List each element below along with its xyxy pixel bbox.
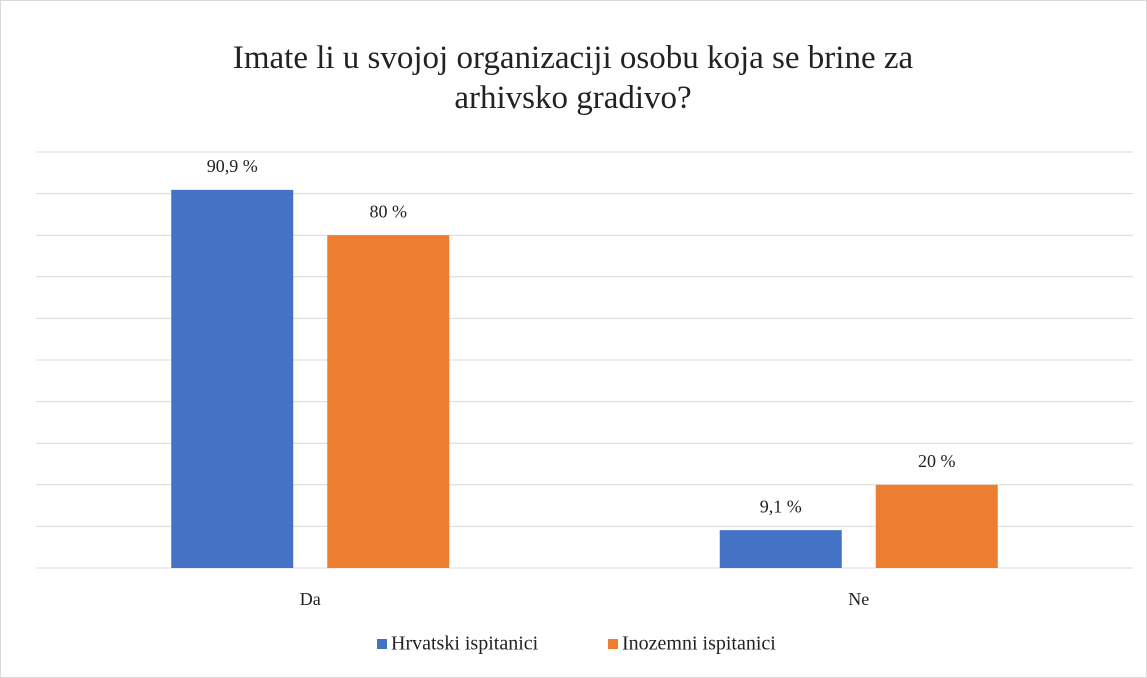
data-label: 20 % — [918, 451, 956, 471]
data-label: 90,9 % — [207, 156, 258, 176]
bar — [719, 530, 842, 568]
legend-swatch — [377, 639, 387, 649]
bar — [875, 484, 998, 568]
data-label: 9,1 % — [760, 496, 802, 516]
x-tick-label: Da — [300, 589, 321, 609]
legend-label: Hrvatski ispitanici — [391, 633, 539, 655]
bar — [171, 189, 294, 568]
x-tick-label: Ne — [848, 589, 869, 609]
bar — [327, 235, 450, 568]
legend-label: Inozemni ispitanici — [622, 633, 776, 655]
chart-title: Imate li u svojoj organizaciji osobu koj… — [232, 40, 914, 116]
legend-swatch — [608, 639, 618, 649]
data-label: 80 % — [370, 201, 408, 221]
